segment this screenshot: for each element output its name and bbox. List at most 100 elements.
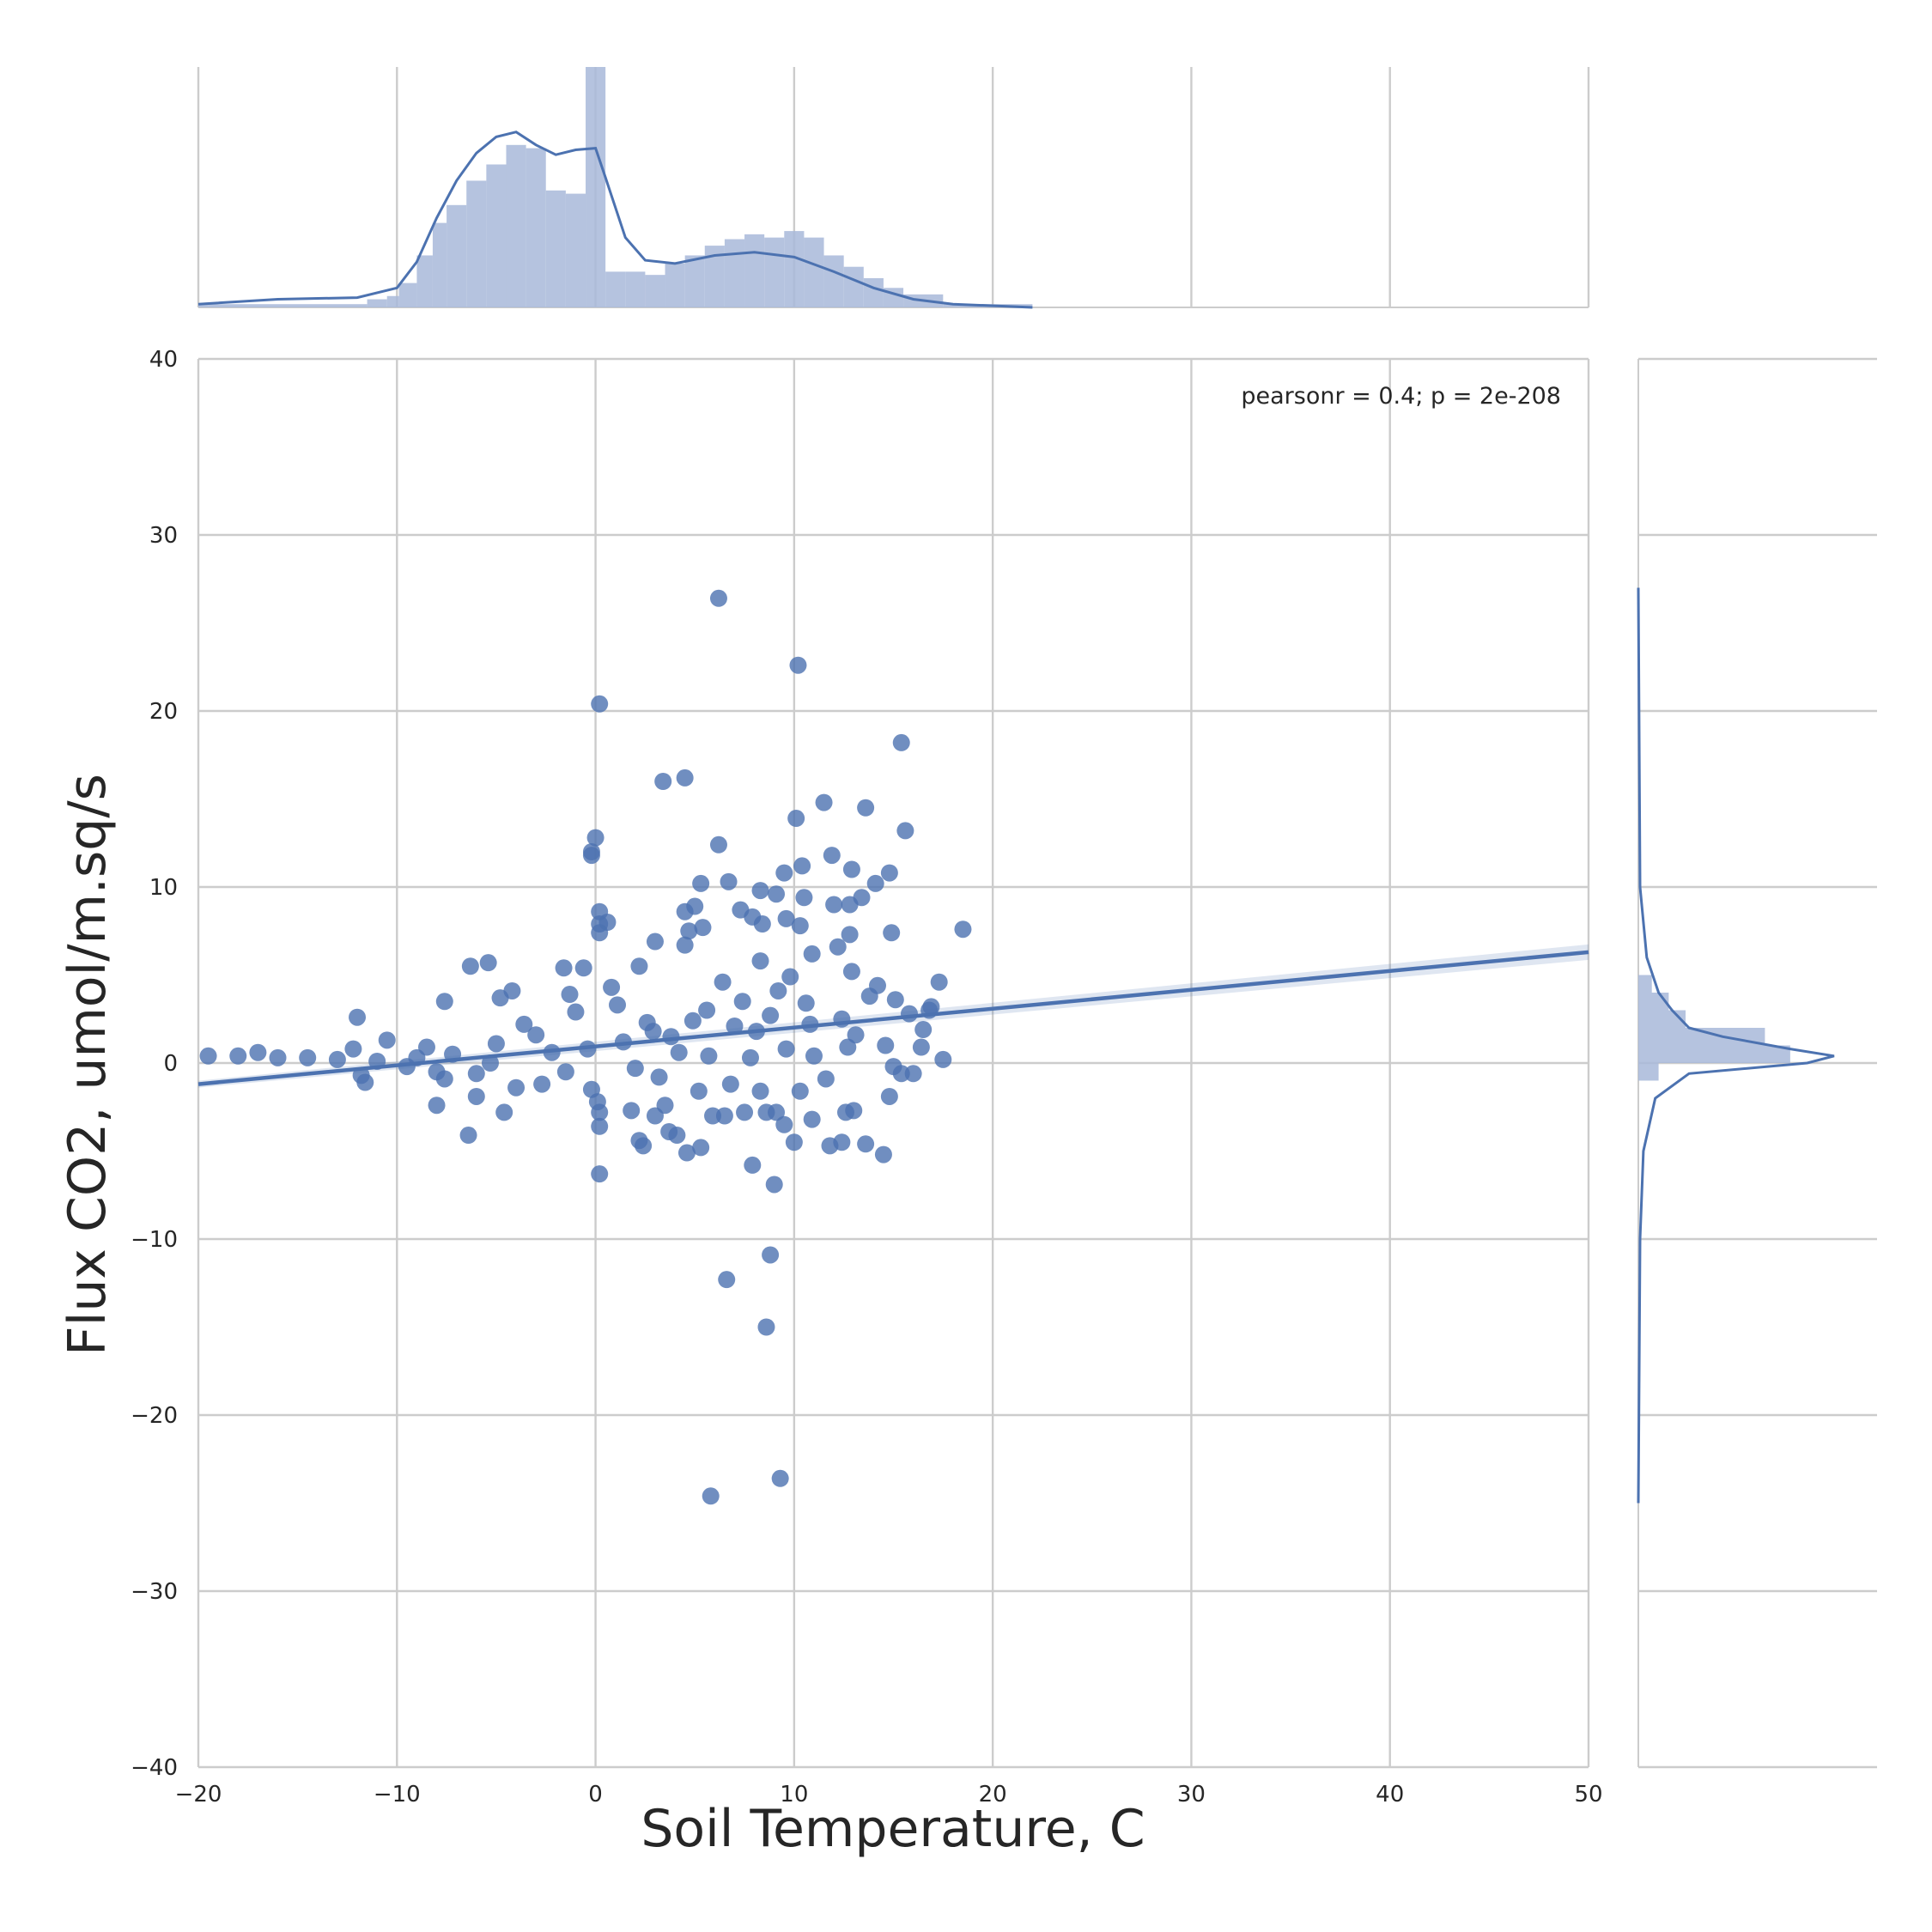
scatter-point — [762, 1246, 780, 1264]
x-hist-bar — [843, 266, 864, 307]
scatter-point — [491, 989, 509, 1007]
x-tick-label: −20 — [175, 1782, 222, 1807]
scatter-point — [741, 1048, 759, 1066]
y-tick-label: −40 — [131, 1755, 178, 1781]
scatter-point — [884, 1058, 902, 1076]
x-kde-curve — [197, 131, 1033, 309]
scatter-point — [670, 1043, 688, 1061]
scatter-point — [757, 1318, 775, 1336]
scatter-point — [609, 996, 627, 1014]
scatter-point — [934, 1050, 952, 1068]
scatter-point — [591, 695, 609, 713]
scatter-point — [762, 1006, 780, 1024]
scatter-point — [791, 917, 809, 935]
y-tick-label: 40 — [149, 347, 178, 373]
scatter-point — [567, 1003, 585, 1021]
scatter-point — [556, 1063, 574, 1081]
scatter-point — [736, 1103, 754, 1121]
x-axis-label: Soil Temperature, C — [641, 1799, 1145, 1859]
scatter-point — [930, 973, 948, 991]
x-hist-bar — [466, 180, 487, 307]
x-hist-bar — [586, 67, 606, 307]
scatter-point — [527, 1026, 545, 1044]
x-tick-label: 50 — [1574, 1782, 1602, 1807]
scatter-point — [461, 957, 479, 975]
x-hist-bar — [684, 255, 705, 307]
y-hist-bar — [1638, 1028, 1765, 1046]
scatter-point — [720, 872, 738, 890]
scatter-point — [718, 1271, 736, 1289]
scatter-point — [591, 924, 609, 942]
scatter-point — [912, 1038, 930, 1056]
scatter-point — [795, 889, 813, 907]
scatter-point — [765, 1176, 783, 1194]
scatter-point — [753, 915, 771, 933]
y-tick-label: 10 — [149, 875, 178, 901]
scatter-point — [533, 1075, 551, 1093]
scatter-point — [714, 973, 732, 991]
scatter-point — [356, 1073, 374, 1091]
scatter-point — [249, 1043, 267, 1061]
scatter-point — [721, 1075, 739, 1093]
x-hist-bar — [386, 295, 399, 307]
x-hist-bar — [823, 255, 844, 307]
scatter-point — [751, 952, 769, 970]
scatter-point — [349, 1008, 367, 1026]
scatter-point — [328, 1050, 346, 1068]
scatter-point — [797, 994, 815, 1012]
grid-layer — [197, 67, 1877, 1769]
scatter-point — [803, 1110, 821, 1128]
scatter-point — [751, 882, 769, 900]
scatter-point — [692, 874, 710, 892]
scatter-point — [769, 981, 787, 999]
scatter-point — [644, 1023, 662, 1041]
x-hist-bar — [724, 239, 745, 307]
scatter-point — [744, 1156, 762, 1174]
scatter-point — [690, 1082, 708, 1100]
scatter-point — [700, 1047, 718, 1065]
x-hist-bar — [486, 164, 507, 307]
y-tick-label: 0 — [163, 1051, 178, 1077]
x-tick-label: 30 — [1177, 1782, 1206, 1807]
scatter-point — [676, 769, 694, 787]
y-tick-label: 20 — [149, 699, 178, 725]
x-hist-bar — [198, 304, 209, 307]
scatter-point — [591, 1165, 609, 1183]
scatter-point — [777, 1040, 795, 1058]
scatter-point — [654, 773, 672, 790]
scatter-point — [574, 959, 592, 977]
scatter-point — [229, 1047, 247, 1065]
x-tick-label: 20 — [979, 1782, 1007, 1807]
scatter-point — [582, 847, 600, 865]
scatter-point — [857, 1135, 875, 1153]
scatter-point — [646, 933, 664, 951]
y-tick-label: −20 — [131, 1403, 178, 1429]
x-hist-bar — [645, 275, 665, 307]
x-hist-bar — [432, 222, 447, 307]
scatter-point — [726, 1017, 744, 1035]
x-tick-label: 40 — [1376, 1782, 1404, 1807]
scatter-point — [269, 1048, 287, 1066]
scatter-point — [787, 810, 805, 828]
scatter-point — [833, 1133, 851, 1151]
scatter-point — [823, 847, 841, 865]
tick-labels: −20 −10 0 10 20 30 40 50 −40 −30 −20 −10 0 10 20 30 40 — [131, 347, 1602, 1807]
scatter-point — [817, 1070, 835, 1088]
scatter-point — [487, 1035, 505, 1053]
scatter-point — [904, 1065, 922, 1083]
scatter-point — [698, 1001, 716, 1019]
scatter-point — [561, 986, 579, 1004]
scatter-point — [841, 926, 859, 944]
scatter-point — [793, 857, 811, 875]
scatter-point — [677, 1144, 696, 1162]
scatter-point — [768, 1103, 786, 1121]
scatter-point — [775, 864, 793, 882]
scatter-point — [839, 1038, 857, 1056]
scatter-point — [896, 822, 914, 840]
regression-line — [197, 950, 1589, 1086]
x-hist-bar — [565, 193, 586, 307]
x-hist-bar — [416, 255, 433, 307]
x-tick-label: 10 — [780, 1782, 808, 1807]
scatter-point — [515, 1015, 533, 1033]
